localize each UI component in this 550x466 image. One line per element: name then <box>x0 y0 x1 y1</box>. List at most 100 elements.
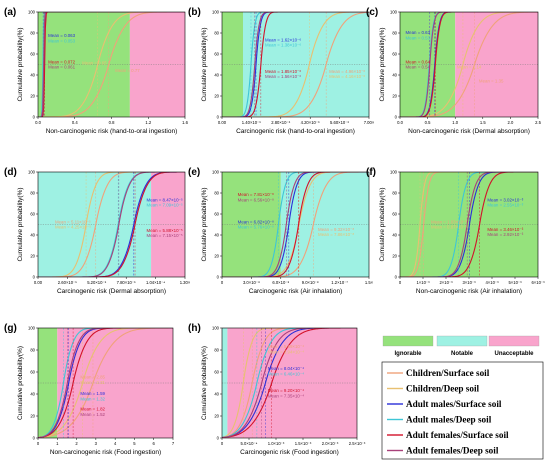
x-axis-label: Carcinogenic risk (Air inhalation) <box>249 288 343 295</box>
series-line-4 <box>222 328 357 438</box>
y-tick-label: 40 <box>30 73 35 78</box>
y-tick-label: 40 <box>30 392 35 397</box>
series-line-4 <box>38 172 185 277</box>
x-tick-label: 1.0 <box>452 120 458 125</box>
x-tick-label: 6 <box>153 441 156 446</box>
series-line-6 <box>38 172 185 277</box>
mean-annotation: Mean = 0.87×10⁻³ <box>431 225 467 230</box>
series-line-3 <box>222 172 369 277</box>
mean-annotation: Mean = 0.64 <box>406 59 431 64</box>
x-tick-label: 4×10⁻³ <box>485 280 499 285</box>
mean-annotation: Mean = 2.85 <box>80 375 105 380</box>
x-tick-label: 1 <box>56 441 59 446</box>
x-tick-label: 2.80×10⁻⁶ <box>271 120 290 125</box>
y-tick-label: 60 <box>392 52 397 57</box>
series-lines <box>38 172 185 277</box>
mean-annotation: Mean = 4.25×10⁻⁵ <box>55 225 91 230</box>
x-tick-label: 0 <box>221 441 224 446</box>
panel-letter: (a) <box>4 7 16 18</box>
y-tick-label: 100 <box>28 326 36 331</box>
y-tick-label: 100 <box>28 170 36 175</box>
zone-legend-label: Ignorable <box>394 351 422 357</box>
mean-annotation: Mean = 6.46×10⁻⁴ <box>268 371 304 376</box>
x-tick-label: 0 <box>37 441 40 446</box>
series-legend-label: Adult males/Deep soil <box>406 415 492 425</box>
series-line-4 <box>222 172 369 277</box>
mean-annotation: Mean = 9.32×10⁻⁸ <box>318 227 354 232</box>
y-tick-label: 20 <box>214 254 219 259</box>
mean-annotation: Mean = 0.65 <box>82 61 107 66</box>
x-axis-label: Non-carcinogenic risk (Air inhalation) <box>416 288 522 295</box>
x-tick-label: 0.4 <box>72 120 78 125</box>
y-tick-label: 80 <box>392 31 397 36</box>
mean-annotation: Mean = 1.14 <box>457 65 482 70</box>
x-axis-label: Non-carcinogenic risk (Dermal absorption… <box>408 128 530 135</box>
x-tick-label: 2.0 <box>507 120 513 125</box>
y-tick-label: 80 <box>392 191 397 196</box>
mean-annotation: Mean = 2.92×10⁻³ <box>487 232 523 237</box>
series-line-3 <box>400 172 538 277</box>
x-tick-label: 2.60×10⁻⁵ <box>58 280 77 285</box>
x-tick-label: 5×10⁻³ <box>508 280 522 285</box>
y-tick-label: 20 <box>392 94 397 99</box>
x-tick-label: 0.5 <box>425 120 431 125</box>
x-axis-label: Carcinogenic risk (Food ingestion) <box>240 449 339 456</box>
chart-panel-6: 0 20 40 60 80 100 0 1×10⁻³ 2×10⁻³ 3×10⁻³ 4×10⁻³ 5×1… <box>366 167 545 295</box>
y-axis-label: Cumulative probability(%) <box>201 187 208 261</box>
zone-legend-swatch <box>382 335 434 347</box>
chart-panel-8: 0 20 40 60 80 100 0 5.0×10⁻⁴ 1.0×10⁻³ 1.5×10⁻³ 2.0… <box>188 323 366 456</box>
y-tick-label: 40 <box>30 233 35 238</box>
mean-annotation: Mean = 8.04×10⁻⁴ <box>268 366 304 371</box>
series-legend-label: Children/Deep soil <box>406 384 480 394</box>
x-tick-label: 0.8 <box>109 120 115 125</box>
y-axis-label: Cumulative probability(%) <box>379 187 386 261</box>
x-tick-label: 4 <box>114 441 117 446</box>
y-tick-label: 0 <box>217 275 220 280</box>
zone-legend-swatch <box>488 335 540 347</box>
y-axis-label: Cumulative probability(%) <box>201 346 208 420</box>
chart-panel-3: 0 20 40 60 80 100 0.0 0.5 1.0 1.5 2.0 2.5 Mean = 0.6… <box>366 7 542 135</box>
y-tick-label: 20 <box>214 414 219 419</box>
plot-frame <box>221 171 370 278</box>
y-axis-label: Cumulative probability(%) <box>17 346 24 420</box>
panel-letter: (g) <box>4 323 17 334</box>
x-tick-label: 2.5 <box>535 120 541 125</box>
x-tick-label: 6×10⁻³ <box>531 280 545 285</box>
y-tick-label: 100 <box>212 170 220 175</box>
series-line-3 <box>222 328 357 438</box>
mean-annotation: Mean = 7.35×10⁻⁴ <box>268 393 304 398</box>
y-tick-label: 60 <box>30 212 35 217</box>
x-tick-label: 5.20×10⁻⁵ <box>87 280 106 285</box>
y-tick-label: 80 <box>214 191 219 196</box>
series-legend-label: Adult females/Deep soil <box>406 446 499 456</box>
y-tick-label: 40 <box>214 392 219 397</box>
x-tick-label: 2 <box>75 441 78 446</box>
mean-annotation: Mean = 1.59 <box>80 391 105 396</box>
x-tick-label: 6.0×10⁻⁸ <box>272 280 289 285</box>
y-tick-label: 0 <box>395 275 398 280</box>
x-tick-label: 5.0×10⁻⁴ <box>241 441 258 446</box>
x-tick-label: 0.00 <box>34 280 43 285</box>
x-tick-label: 1.04×10⁻⁴ <box>146 280 165 285</box>
mean-annotation: Mean = 7.81×10⁻⁸ <box>238 192 274 197</box>
y-tick-label: 40 <box>214 233 219 238</box>
series-legend-label: Children/Surface soil <box>406 368 490 378</box>
mean-annotation: Mean = 0.77 <box>115 68 140 73</box>
series-line-6 <box>400 12 538 117</box>
mean-annotation: Mean = 0.63 <box>406 30 431 35</box>
y-tick-label: 60 <box>392 212 397 217</box>
y-tick-label: 60 <box>214 212 219 217</box>
plot-frame <box>37 327 174 439</box>
mean-annotation: Mean = 4.16×10⁻⁶ <box>329 74 365 79</box>
y-tick-label: 60 <box>214 52 219 57</box>
x-tick-label: 5.60×10⁻⁶ <box>330 120 349 125</box>
x-tick-label: 0.0 <box>35 120 41 125</box>
x-tick-label: 4.20×10⁻⁶ <box>301 120 320 125</box>
y-tick-label: 20 <box>214 94 219 99</box>
series-line-1 <box>222 172 369 277</box>
mean-annotation: Mean = 3.46×10⁻³ <box>487 227 523 232</box>
y-tick-label: 0 <box>217 436 220 441</box>
plot-frame <box>399 11 539 118</box>
y-tick-label: 80 <box>30 31 35 36</box>
x-tick-label: 1.5× <box>365 280 374 285</box>
